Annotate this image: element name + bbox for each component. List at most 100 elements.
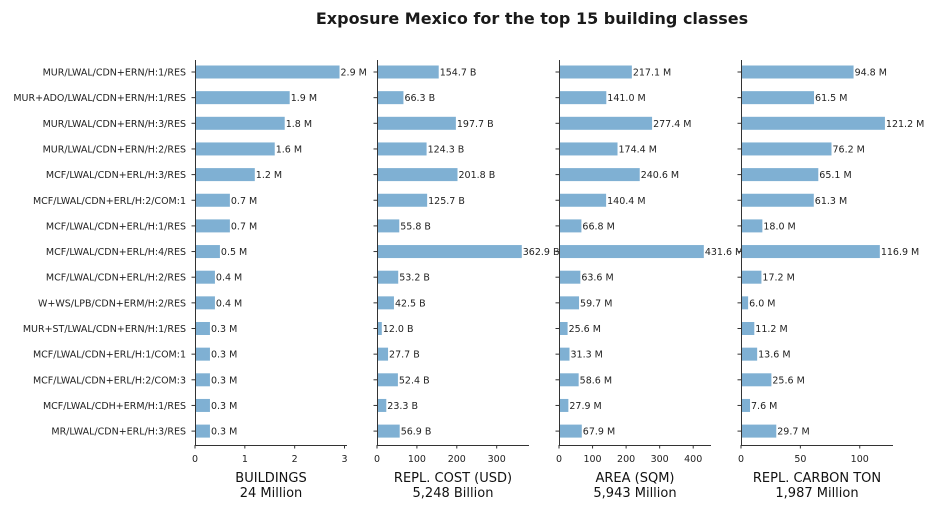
bar-value-label: 61.5 M (815, 93, 847, 104)
x-tick-label: 1 (242, 454, 248, 465)
panel-1: 0 1 2 3 2.9 M 1.9 M 1.8 M 1.6 M 1.2 M 0.7 M 0.7 M 0… (191, 60, 367, 501)
category-label: MCF/LWAL/CDN+ERL/H:2/RES (46, 273, 186, 284)
x-axis-title: BUILDINGS (235, 471, 306, 486)
bar-value-label: 65.1 M (819, 170, 851, 181)
bar-value-label: 59.7 M (580, 298, 612, 309)
bar-value-label: 31.3 M (571, 350, 603, 361)
bar (196, 91, 290, 105)
bar-value-label: 0.5 M (221, 247, 247, 258)
panel-total-label: 1,987 Million (775, 486, 858, 501)
bar (742, 296, 749, 310)
bar-value-label: 217.1 M (633, 68, 671, 79)
x-tick-label: 300 (651, 454, 669, 465)
bar (378, 296, 394, 310)
bar (560, 91, 607, 105)
bar (742, 65, 854, 79)
bar (378, 424, 400, 438)
bar-value-label: 63.6 M (581, 273, 613, 284)
bar (196, 245, 220, 259)
bar (196, 270, 215, 284)
bar (196, 193, 230, 207)
category-label: MCF/LWAL/CDN+ERL/H:2/COM:3 (33, 375, 186, 386)
bar (560, 193, 607, 207)
bar (742, 398, 751, 412)
bar-value-label: 141.0 M (607, 93, 645, 104)
bar-value-label: 0.4 M (216, 298, 242, 309)
bar (196, 142, 275, 156)
bar (560, 270, 581, 284)
bar-value-label: 240.6 M (641, 170, 679, 181)
bar (196, 424, 210, 438)
panel-4: 0 50 100 94.8 M 61.5 M 121.2 M 76.2 M 65.1 M 61.… (737, 60, 924, 501)
x-tick-label: 3 (341, 454, 347, 465)
category-label: MCF/LWAL/CDN+ERL/H:3/RES (46, 170, 186, 181)
category-label: MCF/LWAL/CDH+ERM/H:1/RES (43, 401, 186, 412)
bar (560, 116, 653, 130)
bar-value-label: 277.4 M (653, 119, 691, 130)
bar-value-label: 154.7 B (440, 68, 477, 79)
bar-value-label: 0.3 M (211, 427, 237, 438)
bar-value-label: 58.6 M (580, 375, 612, 386)
bar (196, 116, 285, 130)
bar (196, 219, 230, 233)
bar (378, 373, 398, 387)
bar-value-label: 53.2 B (399, 273, 430, 284)
panel-total-label: 24 Million (240, 486, 303, 501)
bar (196, 168, 255, 182)
bar-value-label: 52.4 B (399, 375, 430, 386)
bar (742, 270, 762, 284)
panel-total-label: 5,943 Million (593, 486, 676, 501)
bar-value-label: 67.9 M (583, 427, 615, 438)
bar-value-label: 76.2 M (832, 144, 864, 155)
x-tick-label: 100 (583, 454, 601, 465)
x-tick-label: 0 (374, 454, 380, 465)
bar-value-label: 124.3 B (428, 144, 465, 155)
x-tick-label: 0 (738, 454, 744, 465)
bar-value-label: 1.6 M (276, 144, 302, 155)
bar (196, 322, 210, 335)
bar-value-label: 6.0 M (749, 298, 775, 309)
bar-value-label: 18.0 M (763, 221, 795, 232)
panel-2: 0 100 200 300 154.7 B 66.3 B 197.7 B 124.3 B 201… (373, 60, 560, 501)
x-tick-label: 300 (488, 454, 506, 465)
bar-value-label: 25.6 M (772, 375, 804, 386)
bar-value-label: 197.7 B (457, 119, 494, 130)
bar-value-label: 23.3 B (387, 401, 418, 412)
bar (196, 347, 210, 361)
category-label: MUR/LWAL/CDN+ERN/H:2/RES (43, 144, 186, 155)
bar-value-label: 27.9 M (569, 401, 601, 412)
bar-value-label: 0.7 M (231, 196, 257, 207)
bar (560, 373, 579, 387)
x-tick-label: 2 (292, 454, 298, 465)
x-tick-label: 50 (794, 454, 806, 465)
category-label: W+WS/LPB/CDN+ERM/H:2/RES (38, 298, 186, 309)
bar (560, 219, 582, 233)
bar-value-label: 66.3 B (404, 93, 435, 104)
bar-value-label: 13.6 M (758, 350, 790, 361)
x-tick-label: 100 (851, 454, 869, 465)
bar-value-label: 0.3 M (211, 324, 237, 335)
bar-value-label: 42.5 B (395, 298, 426, 309)
bar (196, 65, 340, 79)
panel-3: 0 100 200 300 400 217.1 M 141.0 M 277.4 M 174.4 … (555, 60, 743, 501)
category-label: MCF/LWAL/CDN+ERL/H:4/RES (46, 247, 186, 258)
bar (742, 424, 777, 438)
category-label: MCF/LWAL/CDN+ERL/H:2/COM:1 (33, 196, 186, 207)
bar-value-label: 0.3 M (211, 350, 237, 361)
bar (560, 424, 582, 438)
bar-value-label: 61.3 M (815, 196, 847, 207)
chart-title: Exposure Mexico for the top 15 building … (316, 9, 748, 28)
bar (742, 116, 885, 130)
bar-value-label: 25.6 M (569, 324, 601, 335)
bar-value-label: 140.4 M (607, 196, 645, 207)
bar-value-label: 94.8 M (855, 68, 887, 79)
category-label: MCF/LWAL/CDN+ERL/H:1/COM:1 (33, 350, 186, 361)
bar-value-label: 125.7 B (428, 196, 465, 207)
bar (560, 347, 570, 361)
bar (742, 373, 772, 387)
bar (742, 322, 755, 335)
bar (742, 245, 880, 259)
bar-value-label: 66.8 M (582, 221, 614, 232)
x-tick-label: 400 (684, 454, 702, 465)
